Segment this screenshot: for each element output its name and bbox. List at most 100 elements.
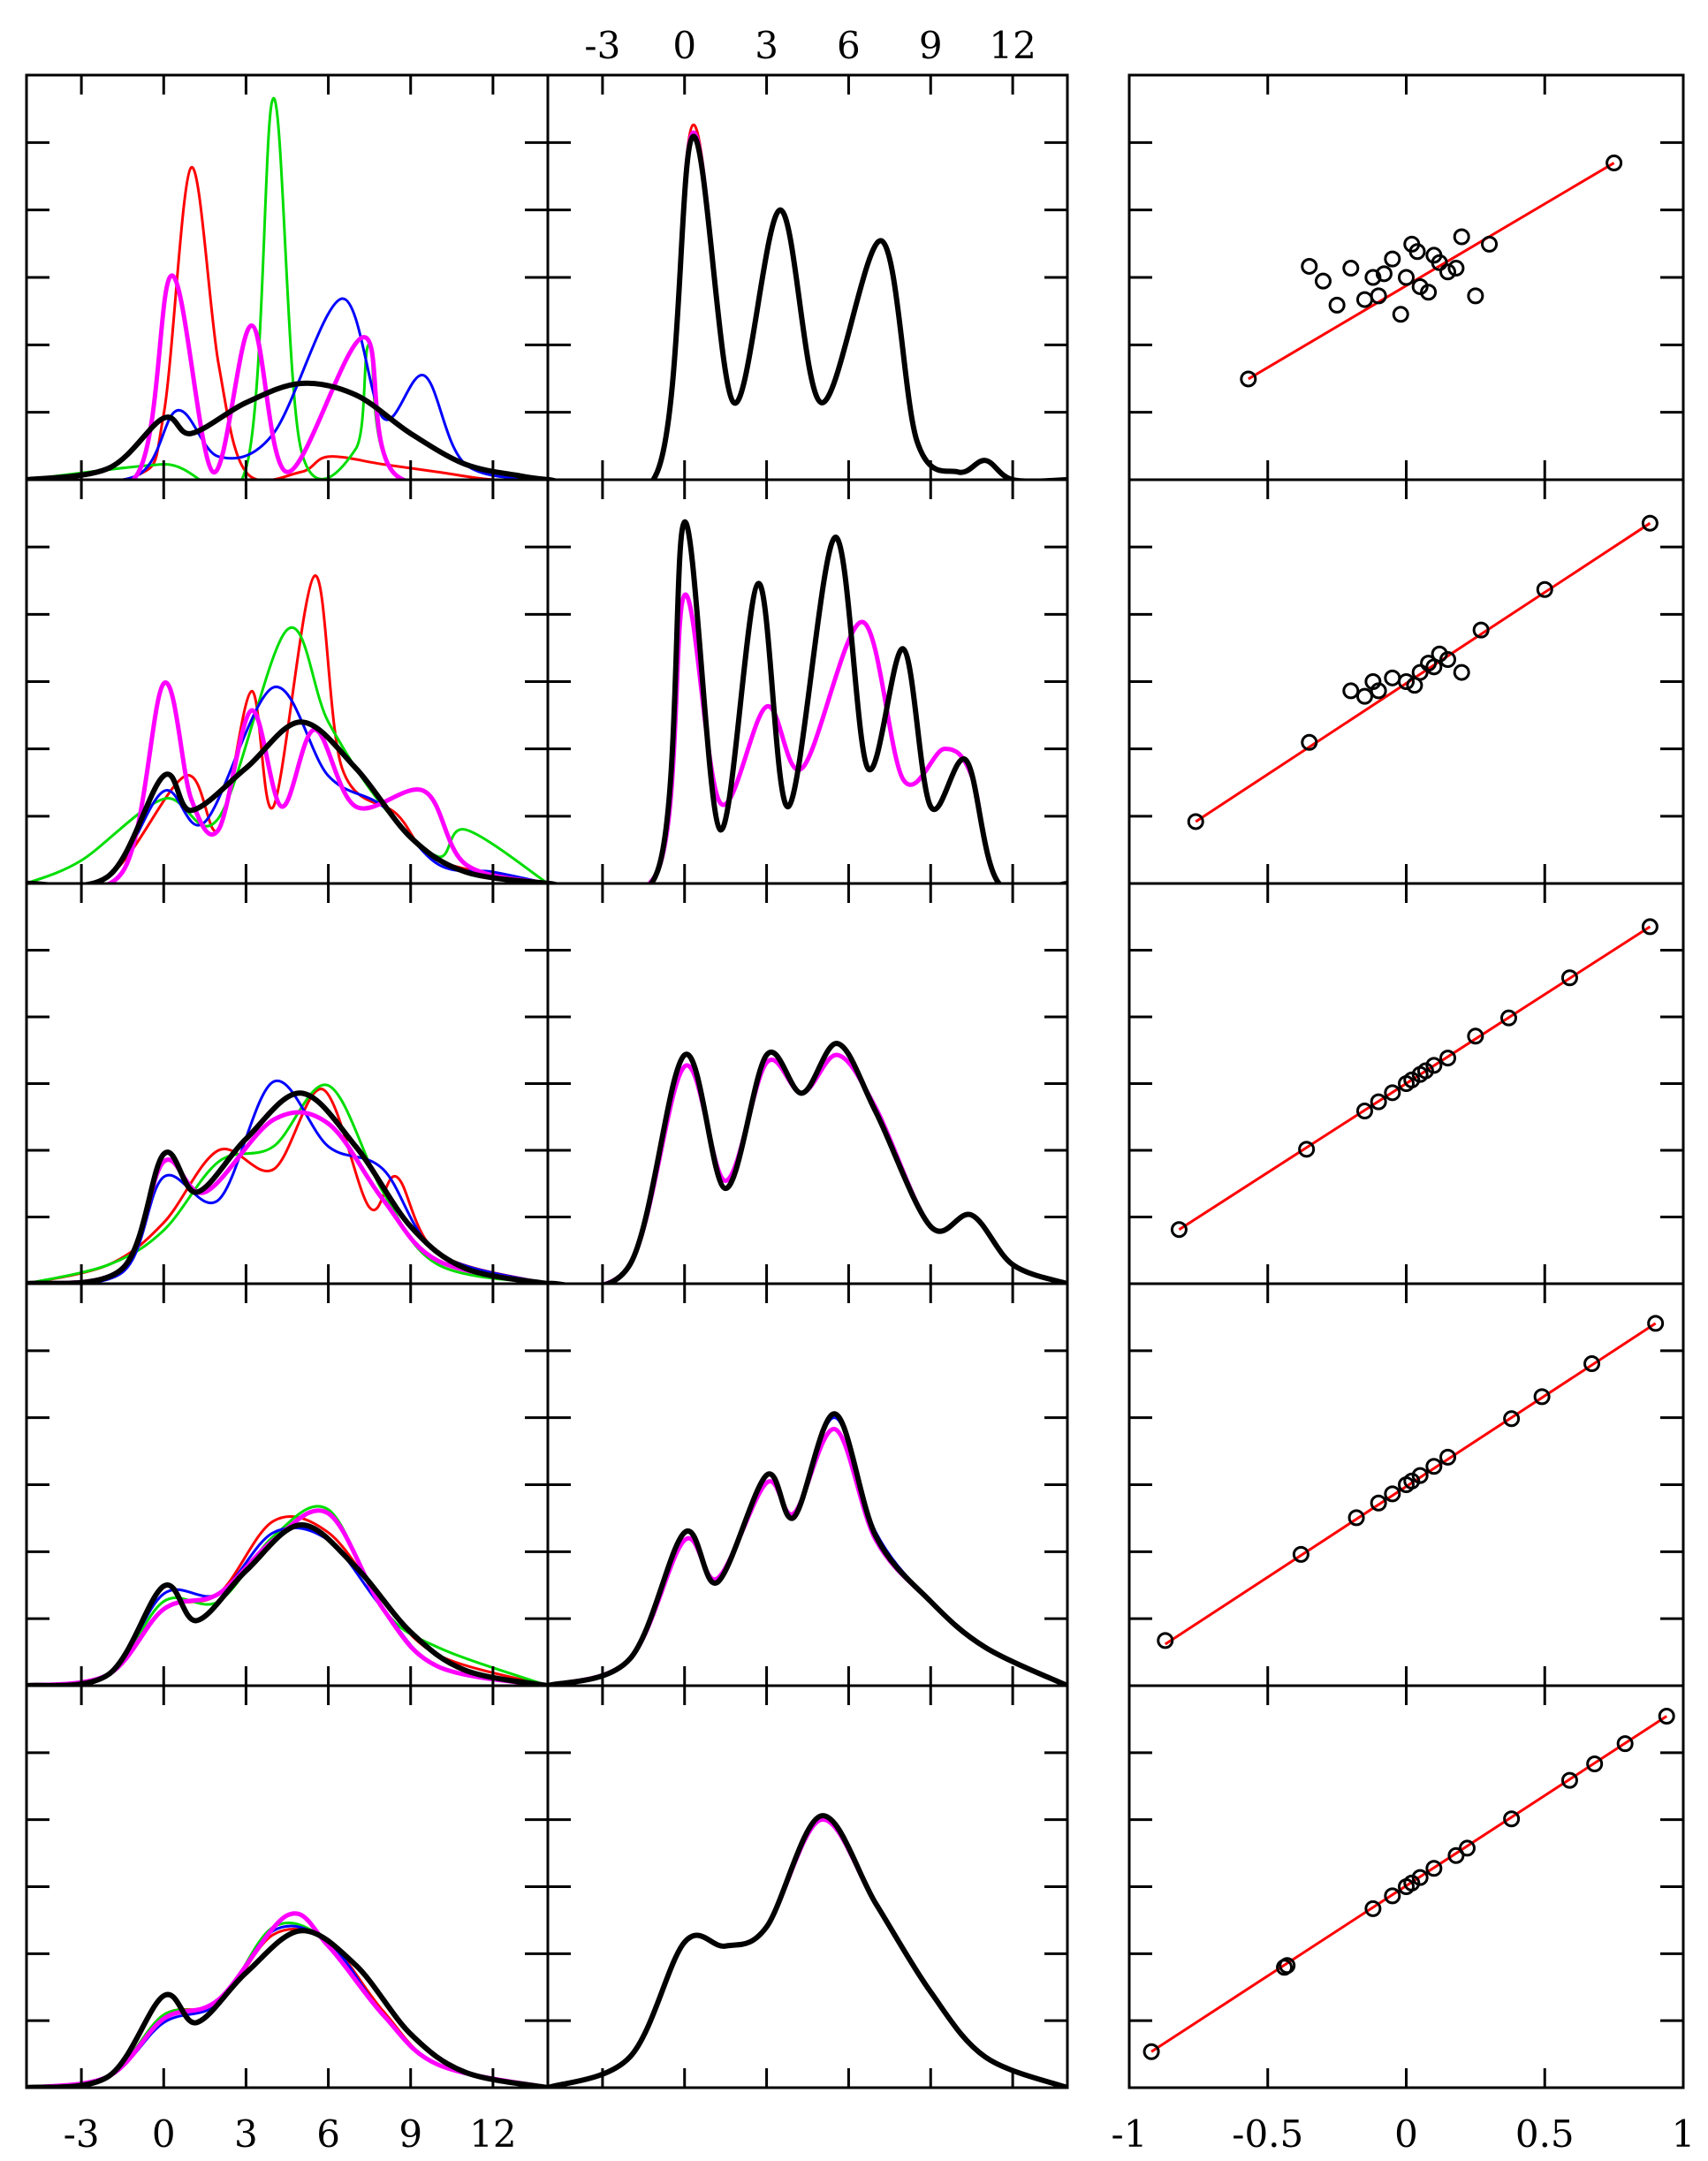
scatter-row-4-point-1 — [1157, 1632, 1174, 1649]
scatter-row-2-point-17 — [1364, 673, 1382, 690]
scatter-row-4-point-10 — [1411, 1467, 1429, 1484]
middle-top-tick-label: 9 — [919, 24, 943, 67]
middle-row-4-series-3 — [548, 1411, 1067, 1686]
middle-row-1-series-3 — [548, 124, 1067, 480]
scatter-row-3-point-4 — [1499, 1009, 1517, 1027]
plot-layer — [27, 96, 1675, 2088]
left-row-3-series-5 — [27, 1090, 548, 1284]
scatter-row-5-point-8 — [1447, 1846, 1465, 1864]
middle-row-4-series-1 — [548, 1416, 1067, 1686]
scatter-row-3-point-3 — [1560, 969, 1578, 987]
scatter-row-3-point-8 — [1370, 1093, 1387, 1111]
scatter-row-2-point-4 — [1301, 733, 1318, 751]
left-row-2-series-3 — [27, 686, 548, 883]
scatter-row-1-point-19 — [1301, 257, 1318, 275]
scatter-row-1-point-21 — [1392, 306, 1409, 323]
left-row-5-series-1 — [27, 1928, 548, 2088]
scatter-row-1-point-8 — [1411, 277, 1429, 295]
scatter-row-1-point-17 — [1467, 287, 1484, 305]
scatter-row-5-point-3 — [1616, 1735, 1634, 1753]
middle-row-4-curves — [548, 1411, 1067, 1686]
middle-row-1-series-4 — [548, 130, 1067, 480]
middle-top-tick-label: 0 — [672, 24, 696, 67]
scatter-row-4-point-6 — [1292, 1545, 1309, 1563]
scatter-row-4-point-7 — [1347, 1509, 1365, 1527]
right-frame — [1127, 73, 1685, 2089]
scatter-row-4-point-13 — [1384, 1485, 1401, 1503]
frame-layer — [25, 73, 1685, 2089]
scatter-row-5-point-16 — [1403, 1874, 1421, 1892]
left-row-3-series-4 — [27, 1110, 548, 1284]
left-row-2-series-2 — [27, 626, 548, 883]
left-row-1-series-5 — [27, 380, 548, 480]
scatter-row-2-point-18 — [1431, 645, 1448, 663]
scatter-row-5-point-15 — [1425, 1860, 1443, 1877]
scatter-row-1-point-20 — [1431, 254, 1448, 271]
middle-frame — [546, 73, 1069, 2089]
scatter-row-5-point-1 — [1142, 2043, 1160, 2060]
scatter-row-4-point-14 — [1403, 1472, 1421, 1490]
middle-row-5-series-2 — [548, 1817, 1067, 2088]
left-bottom-tick-label: -3 — [64, 2112, 100, 2156]
scatter-row-2 — [1187, 514, 1659, 830]
right-bottom-tick-label: 0 — [1394, 2112, 1418, 2156]
scatter-row-4-point-8 — [1370, 1494, 1387, 1512]
left-row-3-series-3 — [27, 1079, 548, 1284]
left-row-5-series-2 — [27, 1922, 548, 2088]
scatter-row-1-point-15 — [1375, 265, 1393, 283]
middle-row-5-series-1 — [548, 1818, 1067, 2088]
middle-row-5-series-3 — [548, 1813, 1067, 2088]
left-row-4-curves — [27, 1505, 548, 1686]
left-row-4-series-5 — [27, 1521, 548, 1686]
scatter-row-2-fit-line — [1195, 521, 1651, 823]
middle-row-5-curves — [548, 1813, 1067, 2088]
left-row-2-series-1 — [27, 574, 548, 883]
scatter-row-2-point-14 — [1355, 687, 1373, 705]
scatter-row-5-point-12 — [1384, 1887, 1401, 1905]
left-bottom-tick-label: 6 — [316, 2112, 340, 2156]
scatter-row-5-point-14 — [1411, 1869, 1429, 1886]
middle-top-tick-label: 3 — [755, 24, 778, 67]
scatter-row-2-point-11 — [1439, 650, 1457, 668]
middle-top-tick-label: 12 — [989, 24, 1036, 67]
scatter-row-3-point-12 — [1439, 1050, 1457, 1067]
scatter-row-4-point-2 — [1647, 1315, 1665, 1332]
scatter-row-4-point-12 — [1439, 1448, 1457, 1466]
left-row-2-series-5 — [27, 719, 548, 883]
scatter-row-1-point-18 — [1481, 235, 1499, 253]
left-row-5-series-5 — [27, 1928, 548, 2088]
left-row-5-series-3 — [27, 1924, 548, 2088]
scatter-row-5-point-5 — [1560, 1771, 1578, 1789]
scatter-row-3-point-5 — [1467, 1027, 1484, 1045]
scatter-row-2-point-16 — [1420, 655, 1438, 672]
right-bottom-tick-label: 1 — [1672, 2112, 1696, 2156]
scatter-row-2-point-1 — [1187, 813, 1204, 830]
scatter-row-4-point-11 — [1425, 1458, 1443, 1475]
middle-row-1-series-2 — [548, 131, 1067, 480]
middle-row-1-curves — [548, 124, 1067, 480]
scatter-row-4-point-4 — [1533, 1388, 1551, 1406]
scatter-row-1-point-11 — [1355, 291, 1373, 308]
left-row-5-curves — [27, 1911, 548, 2088]
left-row-1-curves — [27, 96, 548, 480]
left-row-2-series-4 — [27, 680, 548, 883]
scatter-row-3-point-1 — [1170, 1221, 1188, 1239]
scatter-row-1 — [1240, 154, 1623, 388]
scatter-row-5-point-6 — [1503, 1810, 1521, 1828]
left-bottom-tick-label: 0 — [152, 2112, 176, 2156]
scatter-row-2-point-5 — [1472, 621, 1490, 639]
middle-row-2-series-2 — [548, 519, 1067, 883]
scatter-row-3-point-14 — [1403, 1071, 1421, 1088]
scatter-row-5 — [1142, 1708, 1675, 2060]
left-row-3-series-1 — [27, 1088, 548, 1284]
scatter-row-4 — [1157, 1315, 1665, 1649]
scatter-row-4-fit-line — [1164, 1322, 1657, 1646]
scatter-row-2-point-15 — [1406, 677, 1423, 694]
scatter-row-1-point-22 — [1408, 243, 1426, 261]
left-bottom-tick-label: 12 — [469, 2112, 516, 2156]
scatter-row-3 — [1170, 918, 1659, 1239]
scatter-row-3-point-2 — [1641, 918, 1659, 936]
middle-top-tick-label: 6 — [837, 24, 861, 67]
left-row-2-curves — [27, 574, 548, 883]
left-bottom-tick-label: 3 — [234, 2112, 258, 2156]
